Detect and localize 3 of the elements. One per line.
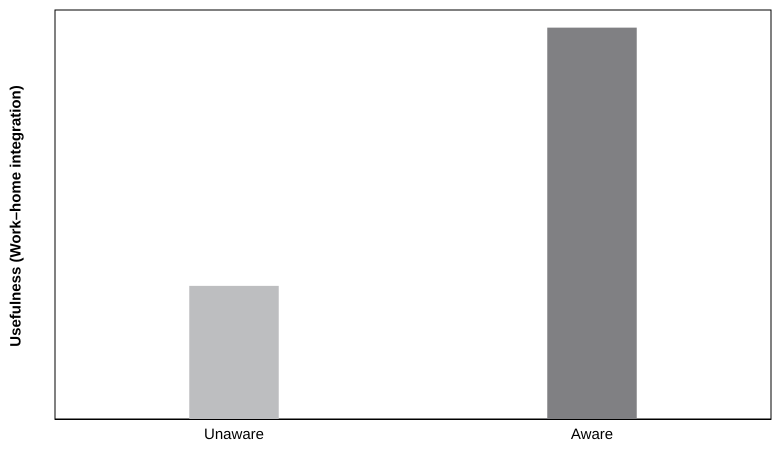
x-tick-label: Unaware [204,426,264,443]
y-axis-title: Usefulness (Work–home integration) [8,85,24,347]
x-tick-label: Aware [570,426,614,443]
